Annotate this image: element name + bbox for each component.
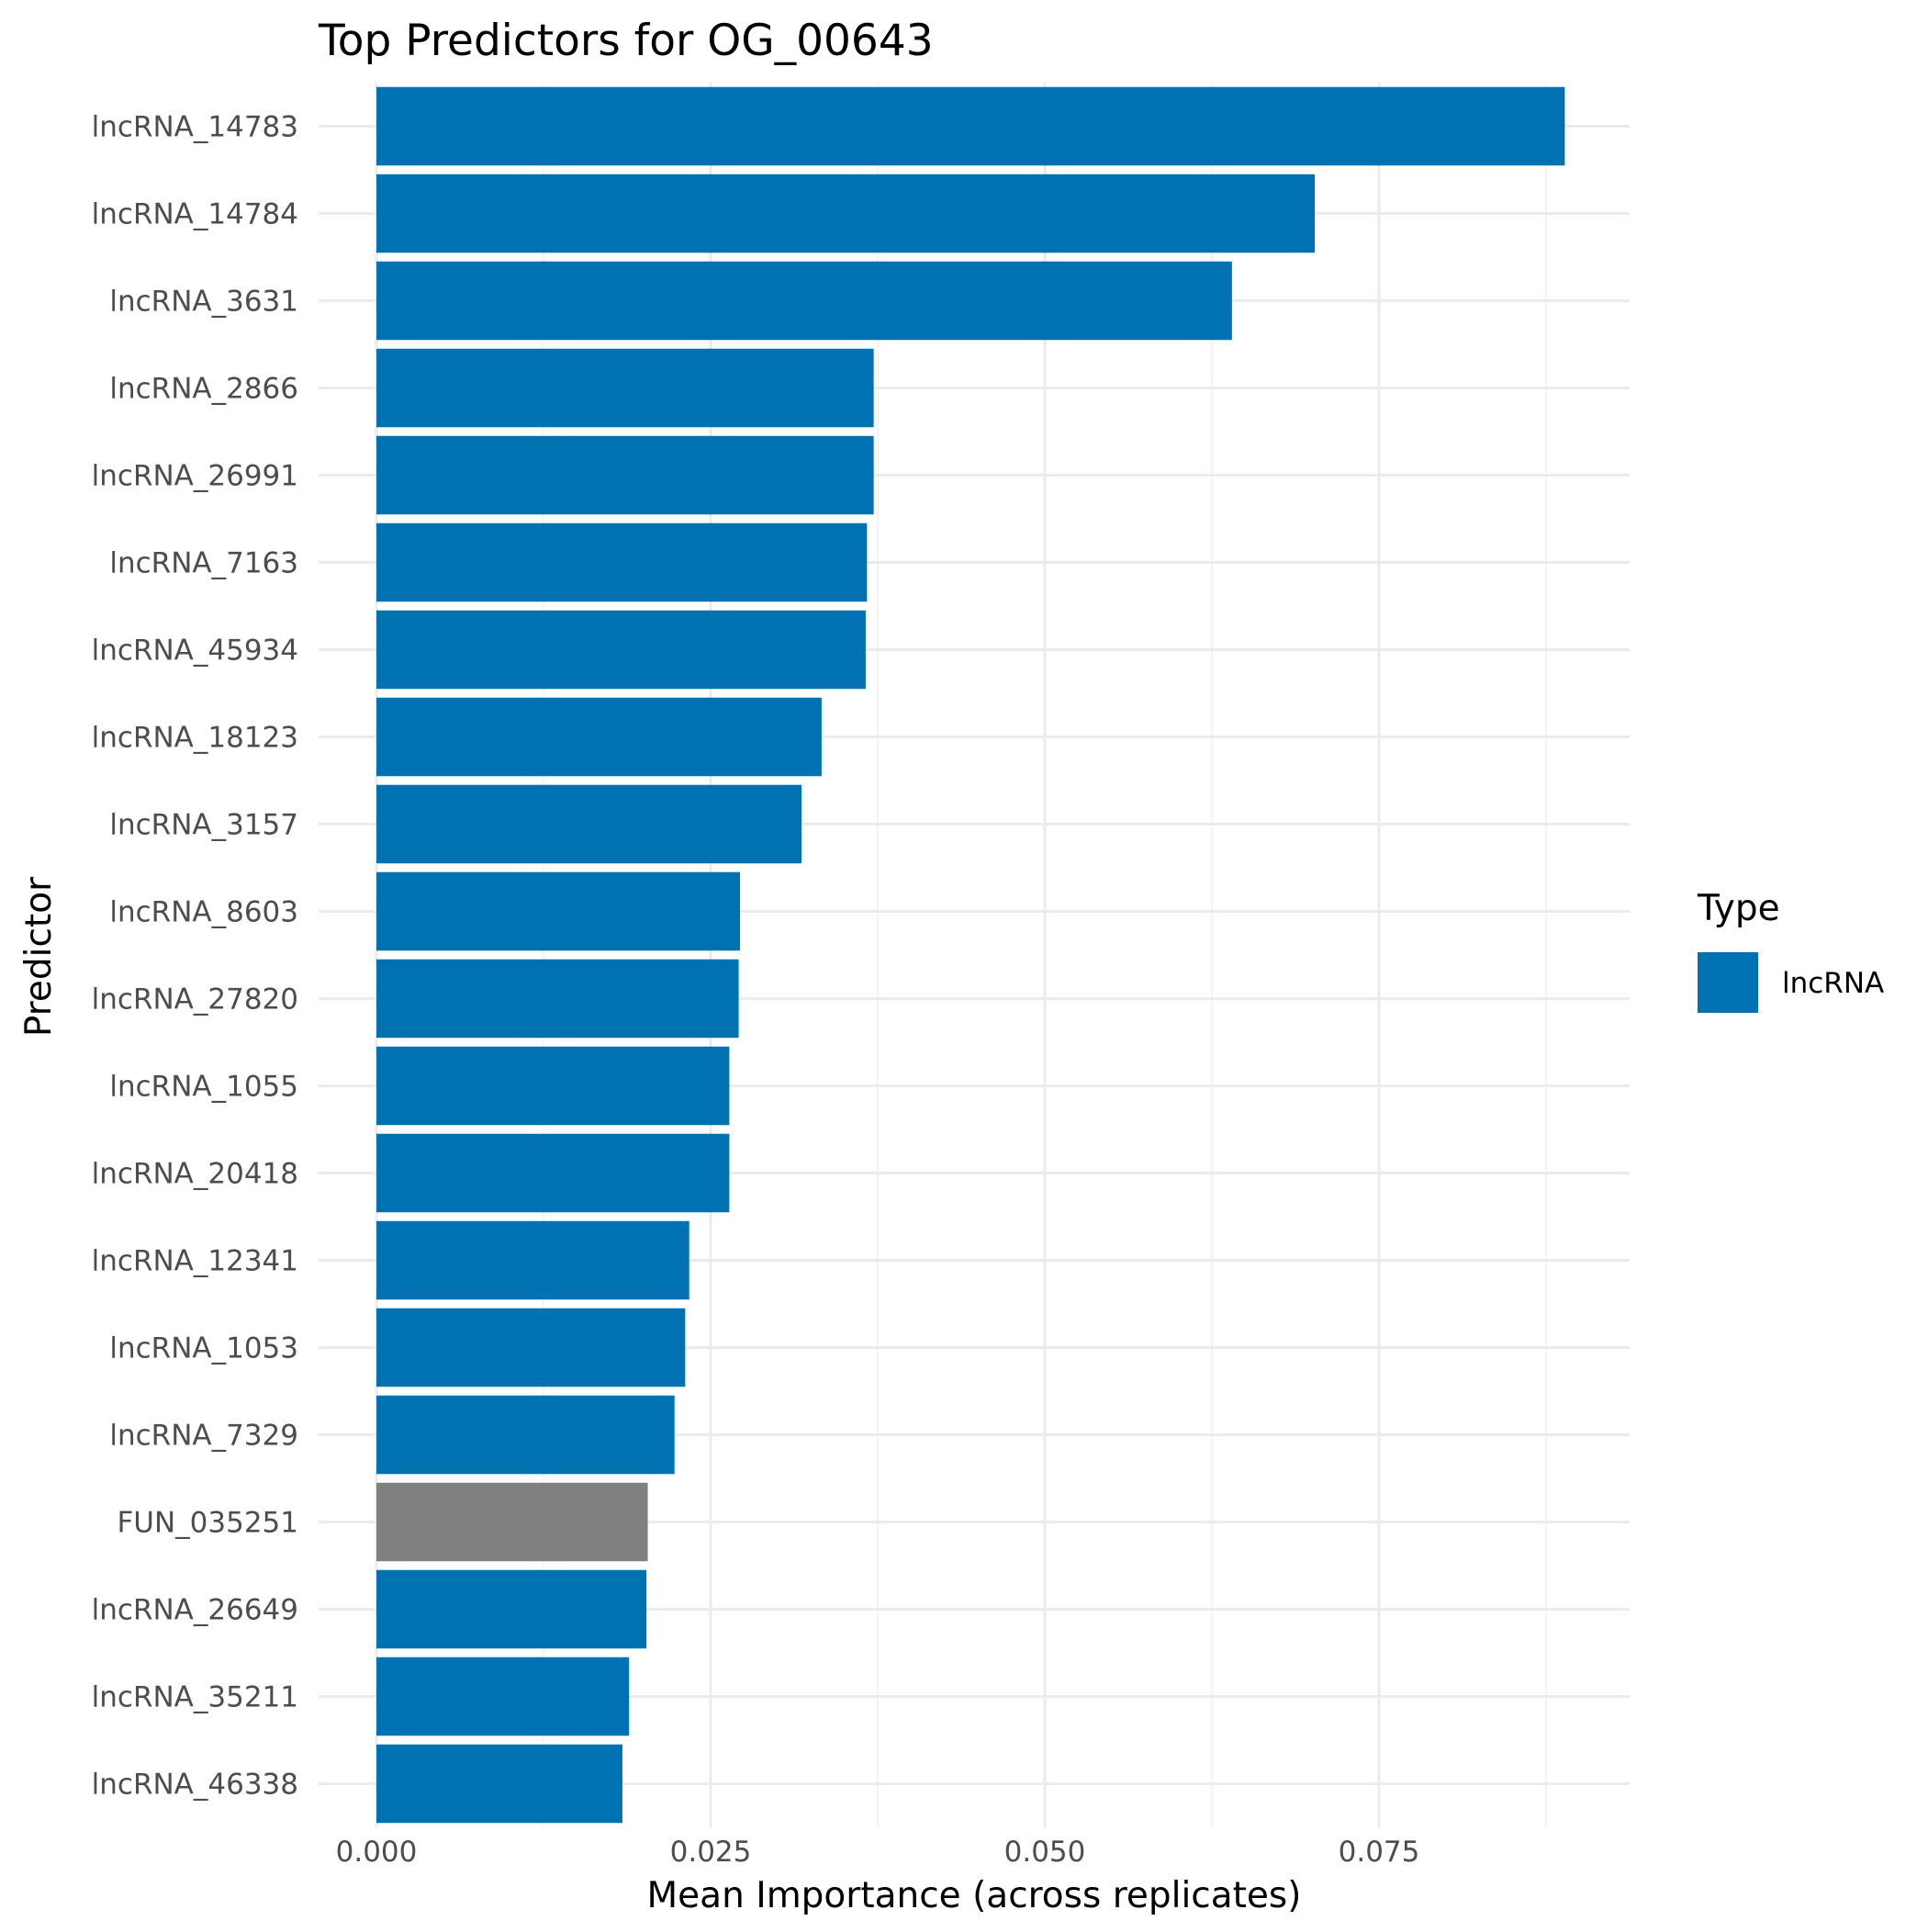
bar: [376, 1308, 686, 1387]
bar: [376, 784, 802, 864]
bar: [376, 1220, 689, 1300]
y-tick-label: lncRNA_18123: [92, 722, 298, 755]
bar: [376, 261, 1232, 341]
bar: [376, 1482, 648, 1562]
y-tick-label: lncRNA_1053: [109, 1332, 298, 1365]
y-tick-label: lncRNA_26649: [92, 1594, 298, 1627]
x-tick-label: 0.000: [336, 1836, 418, 1869]
y-tick-label: lncRNA_3157: [109, 809, 298, 842]
bars: [376, 86, 1565, 1824]
bar: [376, 871, 741, 951]
y-tick-label: lncRNA_8603: [109, 896, 298, 929]
y-tick-label: lncRNA_12341: [92, 1245, 298, 1278]
bar: [376, 348, 874, 428]
bar: [376, 1657, 630, 1736]
y-tick-label: lncRNA_1055: [109, 1071, 298, 1104]
bar: [376, 1046, 730, 1126]
bar: [376, 435, 874, 515]
x-axis-title: Mean Importance (across replicates): [647, 1875, 1302, 1916]
bar: [376, 959, 739, 1039]
y-axis-title: Predictor: [18, 876, 60, 1037]
y-tick-label: FUN_035251: [117, 1507, 298, 1540]
legend: Type lncRNA: [1697, 888, 1884, 1013]
bar: [376, 86, 1565, 166]
y-tick-label: lncRNA_14783: [92, 111, 298, 144]
bar: [376, 697, 822, 777]
y-tick-label: lncRNA_7163: [109, 547, 298, 580]
bar: [376, 1133, 730, 1213]
y-tick-label: lncRNA_26991: [92, 460, 298, 493]
bar: [376, 1744, 622, 1824]
y-tick-label: lncRNA_35211: [92, 1681, 298, 1714]
x-tick-label: 0.075: [1339, 1836, 1420, 1869]
legend-swatch-lncrna: [1698, 952, 1758, 1013]
y-tick-label: lncRNA_7329: [109, 1420, 298, 1453]
y-tick-label: lncRNA_2866: [109, 373, 298, 406]
y-tick-label: lncRNA_27820: [92, 983, 298, 1017]
x-tick-labels: 0.000 0.025 0.050 0.075: [336, 1836, 1420, 1869]
x-tick-label: 0.025: [670, 1836, 752, 1869]
legend-title: Type: [1697, 888, 1780, 929]
bar: [376, 174, 1316, 253]
y-tick-label: lncRNA_3631: [109, 286, 298, 319]
bar: [376, 1569, 647, 1649]
y-tick-labels: lncRNA_14783 lncRNA_14784 lncRNA_3631 lncRN…: [92, 111, 298, 1802]
legend-label-lncrna: lncRNA: [1782, 967, 1884, 1000]
x-tick-label: 0.050: [1004, 1836, 1086, 1869]
chart-title: Top Predictors for OG_00643: [318, 16, 934, 66]
grid-lines: [319, 83, 1630, 1827]
y-tick-label: lncRNA_45934: [92, 635, 298, 668]
y-tick-label: lncRNA_20418: [92, 1158, 298, 1191]
y-tick-label: lncRNA_14784: [92, 198, 298, 231]
bar: [376, 610, 866, 690]
bar: [376, 1395, 675, 1475]
bar: [376, 522, 868, 602]
y-tick-label: lncRNA_46338: [92, 1769, 298, 1802]
